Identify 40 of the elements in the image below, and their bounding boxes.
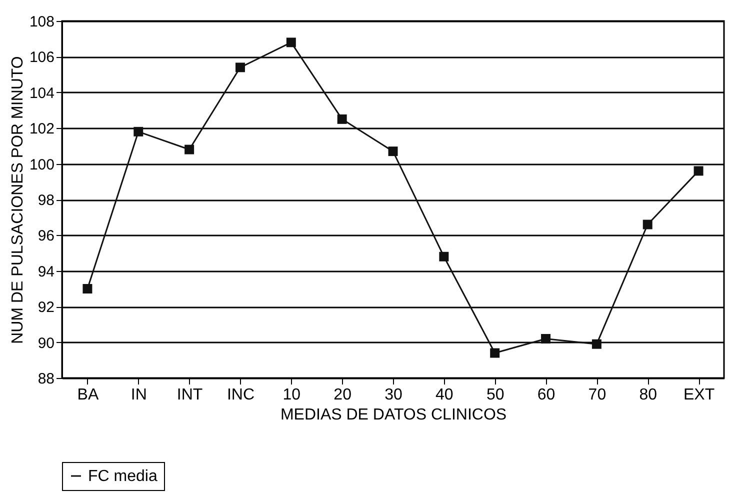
- x-tick-label: 80: [639, 386, 658, 404]
- point: [337, 114, 347, 124]
- point: [184, 144, 194, 154]
- y-tick-label: 92: [38, 299, 54, 316]
- x-tick-label: EXT: [683, 386, 715, 404]
- y-tick-label: 108: [29, 14, 54, 30]
- x-tick-label: 40: [436, 386, 454, 404]
- x-tick-label: IN: [130, 386, 147, 404]
- x-tick-label: INT: [176, 386, 203, 404]
- y-tick-label: 96: [38, 228, 54, 245]
- y-tick-label: 94: [38, 263, 54, 280]
- x-tick-label: 30: [384, 386, 402, 404]
- x-tick-label: 20: [334, 386, 352, 404]
- y-axis-title: NUM DE PULSACIONES POR MINUTO: [9, 56, 26, 344]
- point: [541, 334, 551, 344]
- y-tick-label: 102: [29, 120, 54, 138]
- x-tick-label: BA: [77, 386, 99, 404]
- x-tick-label: 60: [537, 386, 556, 404]
- point: [439, 252, 449, 262]
- point: [235, 62, 245, 72]
- x-axis-title: MEDIAS DE DATOS CLINICOS: [280, 406, 507, 424]
- point: [388, 146, 398, 156]
- y-tick-label: 100: [29, 156, 54, 174]
- y-tick-label: 90: [38, 334, 54, 352]
- x-tick-label: INC: [226, 386, 255, 404]
- point: [642, 220, 652, 230]
- x-tick-label: 70: [588, 386, 606, 404]
- y-tick-label: 88: [38, 370, 54, 388]
- point: [82, 284, 92, 294]
- point: [592, 339, 602, 349]
- y-tick-label: 98: [38, 192, 54, 209]
- x-tick-label: 50: [486, 386, 504, 404]
- point: [134, 126, 144, 136]
- x-tick-label: 10: [282, 386, 301, 404]
- legend-label: FC media: [88, 468, 158, 485]
- point: [286, 38, 296, 48]
- y-tick-label: 104: [29, 84, 54, 102]
- point: [490, 348, 500, 358]
- point: [694, 166, 704, 176]
- y-tick-label: 106: [29, 49, 54, 66]
